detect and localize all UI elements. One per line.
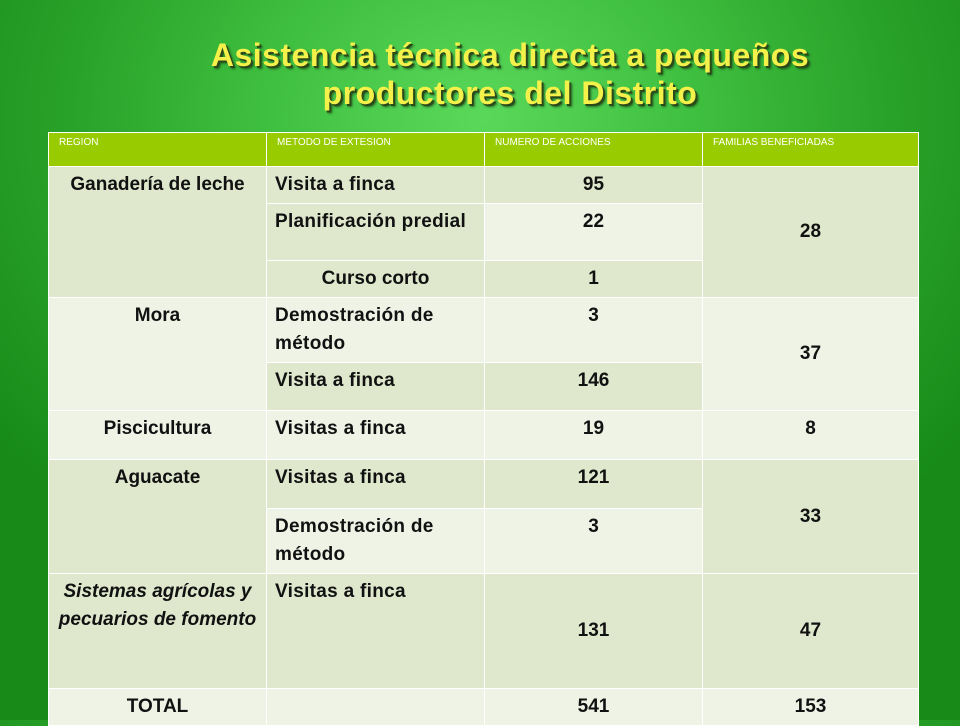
- region-cell: Piscicultura: [48, 410, 267, 460]
- table-row: Aguacate Visitas a finca 121 33: [48, 459, 919, 574]
- acciones-cell: 22: [484, 203, 703, 261]
- metodo-cell: Demostración de método: [266, 508, 485, 574]
- metodo-cell: Visitas a finca: [266, 410, 485, 460]
- metodo-cell: Visita a finca: [266, 362, 485, 411]
- slide-title-line-1: Asistencia técnica directa a pequeños: [210, 37, 810, 73]
- familias-cell: 28: [702, 166, 919, 298]
- region-cell: Aguacate: [48, 459, 267, 574]
- familias-cell: 8: [702, 410, 919, 460]
- acciones-cell: 95: [484, 166, 703, 204]
- acciones-cell: 3: [484, 508, 703, 574]
- acciones-cell: 3: [484, 297, 703, 363]
- assistance-table: REGION METODO DE EXTESION NUMERO DE ACCI…: [48, 132, 919, 726]
- familias-cell: 37: [702, 297, 919, 411]
- table-header-row: REGION METODO DE EXTESION NUMERO DE ACCI…: [48, 132, 919, 167]
- acciones-cell: 19: [484, 410, 703, 460]
- familias-cell: 33: [702, 459, 919, 574]
- header-metodo: METODO DE EXTESION: [266, 132, 485, 167]
- metodo-cell: Visitas a finca: [266, 459, 485, 509]
- header-region: REGION: [48, 132, 267, 167]
- table-row: Mora Demostración de método 3 37: [48, 297, 919, 411]
- slide-title-line-2: productores del Distrito: [322, 75, 698, 111]
- region-cell: Ganadería de leche: [48, 166, 267, 298]
- metodo-cell: Visitas a finca: [266, 573, 485, 689]
- table-row: Sistemas agrícolas y pecuarios de foment…: [48, 573, 919, 689]
- slide-title: Asistencia técnica directa a pequeños pr…: [90, 36, 930, 112]
- region-cell: Sistemas agrícolas y pecuarios de foment…: [48, 573, 267, 689]
- region-cell: Mora: [48, 297, 267, 411]
- acciones-cell: 131: [484, 573, 703, 689]
- metodo-cell: Demostración de método: [266, 297, 485, 363]
- metodo-cell: Planificación predial: [266, 203, 485, 261]
- table-row: Ganadería de leche Visita a finca 95 28: [48, 166, 919, 298]
- header-acciones: NUMERO DE ACCIONES: [484, 132, 703, 167]
- table-row: Planificación predial 22: [49, 203, 919, 261]
- metodo-cell: Visita a finca: [266, 166, 485, 204]
- table-row: Demostración de método 3: [49, 508, 919, 574]
- acciones-cell: 1: [484, 260, 703, 298]
- familias-cell: 47: [702, 573, 919, 689]
- acciones-cell: 146: [484, 362, 703, 411]
- table-row: Curso corto 1: [49, 260, 919, 298]
- table-row: Piscicultura Visitas a finca 19 8: [48, 410, 919, 460]
- metodo-cell: Curso corto: [266, 260, 485, 298]
- table-row: Visita a finca 146: [49, 362, 919, 411]
- header-familias: FAMILIAS BENEFICIADAS: [702, 132, 919, 167]
- acciones-cell: 121: [484, 459, 703, 509]
